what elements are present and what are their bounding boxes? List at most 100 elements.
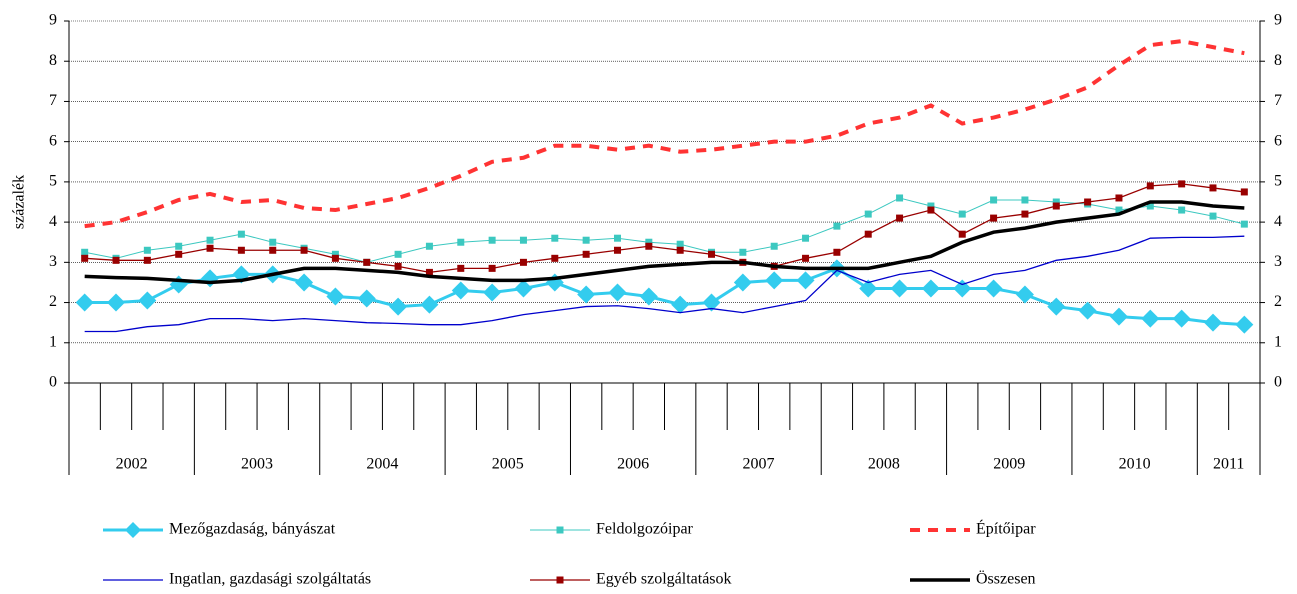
point-marker <box>1178 206 1186 214</box>
y2-tick-label: 3 <box>1274 253 1282 270</box>
point-marker <box>1235 315 1254 334</box>
point-marker <box>1084 198 1092 206</box>
y-tick-label: 7 <box>49 92 57 109</box>
point-marker <box>143 256 151 264</box>
point-marker <box>953 279 972 298</box>
legend-label: Egyéb szolgáltatások <box>596 571 732 588</box>
y2-tick-label: 9 <box>1274 12 1282 29</box>
point-marker <box>671 295 690 314</box>
point-marker <box>169 275 188 294</box>
series-line <box>84 39 1245 229</box>
point-marker <box>1240 220 1248 228</box>
point-marker <box>300 246 308 254</box>
point-marker <box>175 242 183 250</box>
point-marker <box>237 246 245 254</box>
point-marker <box>201 269 220 288</box>
point-marker <box>519 258 527 266</box>
y-tick-label: 2 <box>49 293 57 310</box>
legend-marker <box>556 576 564 584</box>
point-marker <box>859 279 878 298</box>
point-marker <box>420 295 439 314</box>
point-marker <box>1141 309 1160 328</box>
point-marker <box>796 271 815 290</box>
point-marker <box>457 238 465 246</box>
y-tick-label: 0 <box>49 374 57 391</box>
point-marker <box>802 234 810 242</box>
x-tick-label: 2003 <box>241 456 273 473</box>
point-marker <box>1203 313 1222 332</box>
x-tick-label: 2004 <box>366 456 398 473</box>
point-marker <box>896 214 904 222</box>
x-tick-label: 2009 <box>993 456 1025 473</box>
point-marker <box>676 246 684 254</box>
point-marker <box>864 210 872 218</box>
y-tick-label: 5 <box>49 173 57 190</box>
point-marker <box>425 242 433 250</box>
point-marker <box>1178 180 1186 188</box>
point-marker <box>927 202 935 210</box>
point-marker <box>1021 196 1029 204</box>
point-marker <box>488 236 496 244</box>
series-line <box>84 235 1245 333</box>
point-marker <box>613 234 621 242</box>
legend-label: Feldolgozóipar <box>596 521 694 538</box>
y2-tick-label: 7 <box>1274 92 1282 109</box>
y-tick-label: 9 <box>49 12 57 29</box>
point-marker <box>331 250 339 258</box>
point-marker <box>326 287 345 306</box>
point-marker <box>143 246 151 254</box>
point-marker <box>514 279 533 298</box>
point-marker <box>519 236 527 244</box>
y2-tick-label: 5 <box>1274 173 1282 190</box>
point-marker <box>765 271 784 290</box>
point-marker <box>451 281 470 300</box>
x-tick-label: 2008 <box>868 456 900 473</box>
x-tick-label: 2007 <box>743 456 775 473</box>
point-marker <box>984 279 1003 298</box>
point-marker <box>645 242 653 250</box>
point-marker <box>582 250 590 258</box>
series-line <box>84 200 1245 285</box>
point-marker <box>357 289 376 308</box>
point-marker <box>483 283 502 302</box>
point-marker <box>833 222 841 230</box>
legend-label: Ingatlan, gazdasági szolgáltatás <box>169 571 371 588</box>
point-marker <box>639 287 658 306</box>
point-marker <box>958 210 966 218</box>
y-tick-label: 8 <box>49 52 57 69</box>
point-marker <box>608 283 627 302</box>
point-marker <box>394 262 402 270</box>
point-marker <box>1015 285 1034 304</box>
point-marker <box>1052 198 1060 206</box>
series-line <box>84 197 1245 263</box>
point-marker <box>237 230 245 238</box>
point-marker <box>739 248 747 256</box>
point-marker <box>990 196 998 204</box>
point-marker <box>921 279 940 298</box>
point-marker <box>890 279 909 298</box>
point-marker <box>1115 206 1123 214</box>
point-marker <box>269 238 277 246</box>
point-marker <box>990 214 998 222</box>
x-tick-label: 2010 <box>1119 456 1151 473</box>
y-axis-label: százalék <box>11 175 28 229</box>
point-marker <box>1115 194 1123 202</box>
y2-tick-label: 2 <box>1274 293 1282 310</box>
point-marker <box>389 297 408 316</box>
point-marker <box>425 268 433 276</box>
point-marker <box>802 254 810 262</box>
point-marker <box>394 250 402 258</box>
point-marker <box>1109 307 1128 326</box>
point-marker <box>206 244 214 252</box>
point-marker <box>676 240 684 248</box>
point-marker <box>613 246 621 254</box>
x-tick-label: 2006 <box>617 456 649 473</box>
point-marker <box>896 194 904 202</box>
point-marker <box>457 264 465 272</box>
point-marker <box>363 258 371 266</box>
point-marker <box>81 254 89 262</box>
series-line <box>84 183 1245 274</box>
x-tick-label: 2002 <box>116 456 148 473</box>
y2-tick-label: 8 <box>1274 52 1282 69</box>
point-marker <box>551 254 559 262</box>
